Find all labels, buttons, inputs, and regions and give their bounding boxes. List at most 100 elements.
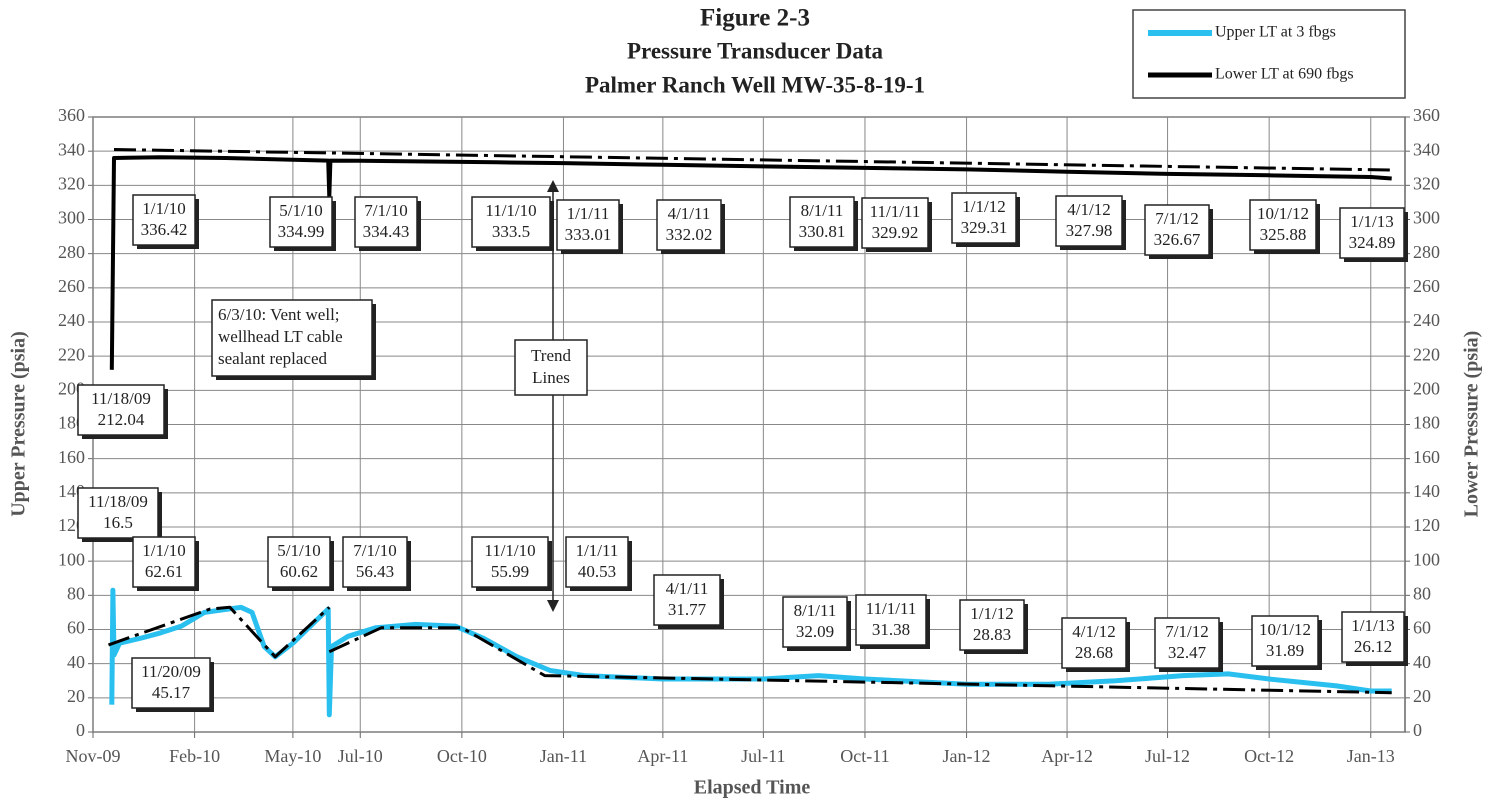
callout-value: 26.12: [1354, 637, 1392, 656]
callout-value: 327.98: [1066, 221, 1113, 240]
callout-date: 5/1/10: [277, 541, 320, 560]
callout-value: 32.47: [1168, 643, 1207, 662]
y2-tick-label: 320: [1413, 173, 1440, 193]
callout-box: [354, 196, 418, 248]
arrow-head: [547, 600, 559, 612]
callout-box: [471, 196, 551, 248]
callout-value: 212.04: [98, 410, 145, 429]
trend-line: [113, 148, 1392, 172]
y2-tick-label: 100: [1413, 549, 1440, 569]
arrow-head: [547, 180, 559, 192]
callout-value: 332.02: [666, 225, 713, 244]
callout-box: [782, 596, 848, 648]
callout-date: 7/1/10: [364, 201, 407, 220]
callout-date: 7/1/12: [1155, 209, 1198, 228]
callout-box: [653, 574, 721, 626]
chart-title: Palmer Ranch Well MW-35-8-19-1: [585, 72, 925, 97]
callout-date: 11/20/09: [141, 662, 201, 681]
y-tick-label: 60: [67, 618, 85, 638]
callout-date: 4/1/12: [1072, 622, 1115, 641]
callout-date: 11/1/11: [866, 599, 917, 618]
y-tick-label: 320: [58, 173, 85, 193]
callout-box: [556, 199, 620, 251]
callout-box: [1341, 611, 1405, 663]
callout-date: 7/1/12: [1165, 622, 1208, 641]
callout-box: [342, 536, 408, 588]
callout-value: 330.81: [799, 222, 846, 241]
callout-box: [656, 199, 722, 251]
x-tick-label: Oct-12: [1244, 746, 1294, 766]
callout-date: 4/1/12: [1067, 200, 1110, 219]
y2-tick-label: 80: [1413, 583, 1431, 603]
note-text: wellhead LT cable: [218, 327, 343, 346]
legend-box: [1132, 9, 1406, 99]
x-tick-label: Jul-10: [338, 746, 383, 766]
callout-box: [1339, 207, 1405, 259]
callout-date: 7/1/10: [353, 541, 396, 560]
callout-value: 325.88: [1260, 225, 1307, 244]
callout-box: [1144, 204, 1210, 256]
x-tick-label: Jul-12: [1145, 746, 1190, 766]
callout-date: 11/1/10: [484, 541, 535, 560]
y-tick-label: 80: [67, 583, 85, 603]
note-text: sealant replaced: [218, 349, 328, 368]
callout-box: [77, 384, 165, 436]
callout-date: 11/18/09: [91, 389, 151, 408]
y2-tick-label: 280: [1413, 242, 1440, 262]
callout-box: [269, 196, 333, 248]
callout-date: 1/1/12: [962, 197, 1005, 216]
callout-date: 1/1/11: [576, 541, 619, 560]
y-tick-label: 220: [58, 344, 85, 364]
y-axis-label: Upper Pressure (psia): [8, 331, 30, 517]
y-tick-label: 340: [58, 139, 85, 159]
callout-box: [565, 536, 629, 588]
callout-box: [471, 536, 549, 588]
callout-date: 4/1/11: [666, 579, 709, 598]
y2-tick-label: 340: [1413, 139, 1440, 159]
callout-box: [951, 192, 1017, 244]
callout-box: [1055, 195, 1123, 247]
callout-box: [211, 299, 373, 377]
y-tick-label: 280: [58, 242, 85, 262]
callout-value: 28.68: [1075, 643, 1113, 662]
callout-box: [1249, 199, 1317, 251]
y2-tick-label: 220: [1413, 344, 1440, 364]
chart-title: Figure 2-3: [700, 5, 810, 32]
legend-label: Upper LT at 3 fbgs: [1215, 24, 1336, 41]
trend-line: [108, 605, 1392, 695]
callout-date: 1/1/10: [142, 199, 185, 218]
y2-tick-label: 180: [1413, 413, 1440, 433]
callout-box: [267, 536, 331, 588]
callout-box: [1154, 617, 1220, 669]
y2-tick-label: 140: [1413, 481, 1440, 501]
y2-tick-label: 60: [1413, 618, 1431, 638]
callout-box: [1061, 617, 1127, 669]
callout-date: 8/1/11: [794, 601, 837, 620]
callout-date: 10/1/12: [1259, 620, 1311, 639]
y-tick-label: 40: [67, 652, 85, 672]
y2-axis-label: Lower Pressure (psia): [1461, 331, 1483, 518]
note-text: Lines: [532, 368, 570, 387]
callout-date: 11/18/09: [88, 492, 148, 511]
callout-date: 8/1/11: [801, 201, 844, 220]
callout-date: 1/1/11: [567, 204, 610, 223]
y2-tick-label: 360: [1413, 105, 1440, 125]
callout-box: [132, 194, 196, 246]
callout-value: 55.99: [491, 562, 529, 581]
x-tick-label: Jan-12: [943, 746, 991, 766]
callout-value: 56.43: [356, 562, 394, 581]
y2-tick-label: 0: [1413, 720, 1422, 740]
callout-value: 333.5: [492, 222, 530, 241]
callout-value: 40.53: [578, 562, 616, 581]
callout-date: 1/1/13: [1351, 616, 1394, 635]
y-tick-label: 240: [58, 310, 85, 330]
callout-value: 329.92: [872, 223, 919, 242]
callout-value: 334.43: [363, 222, 410, 241]
callout-value: 326.67: [1154, 230, 1201, 249]
callout-value: 28.83: [973, 625, 1011, 644]
y2-tick-label: 260: [1413, 276, 1440, 296]
y-tick-label: 0: [76, 720, 85, 740]
x-tick-label: Apr-12: [1041, 746, 1093, 766]
callout-value: 45.17: [152, 683, 191, 702]
y-tick-label: 360: [58, 105, 85, 125]
